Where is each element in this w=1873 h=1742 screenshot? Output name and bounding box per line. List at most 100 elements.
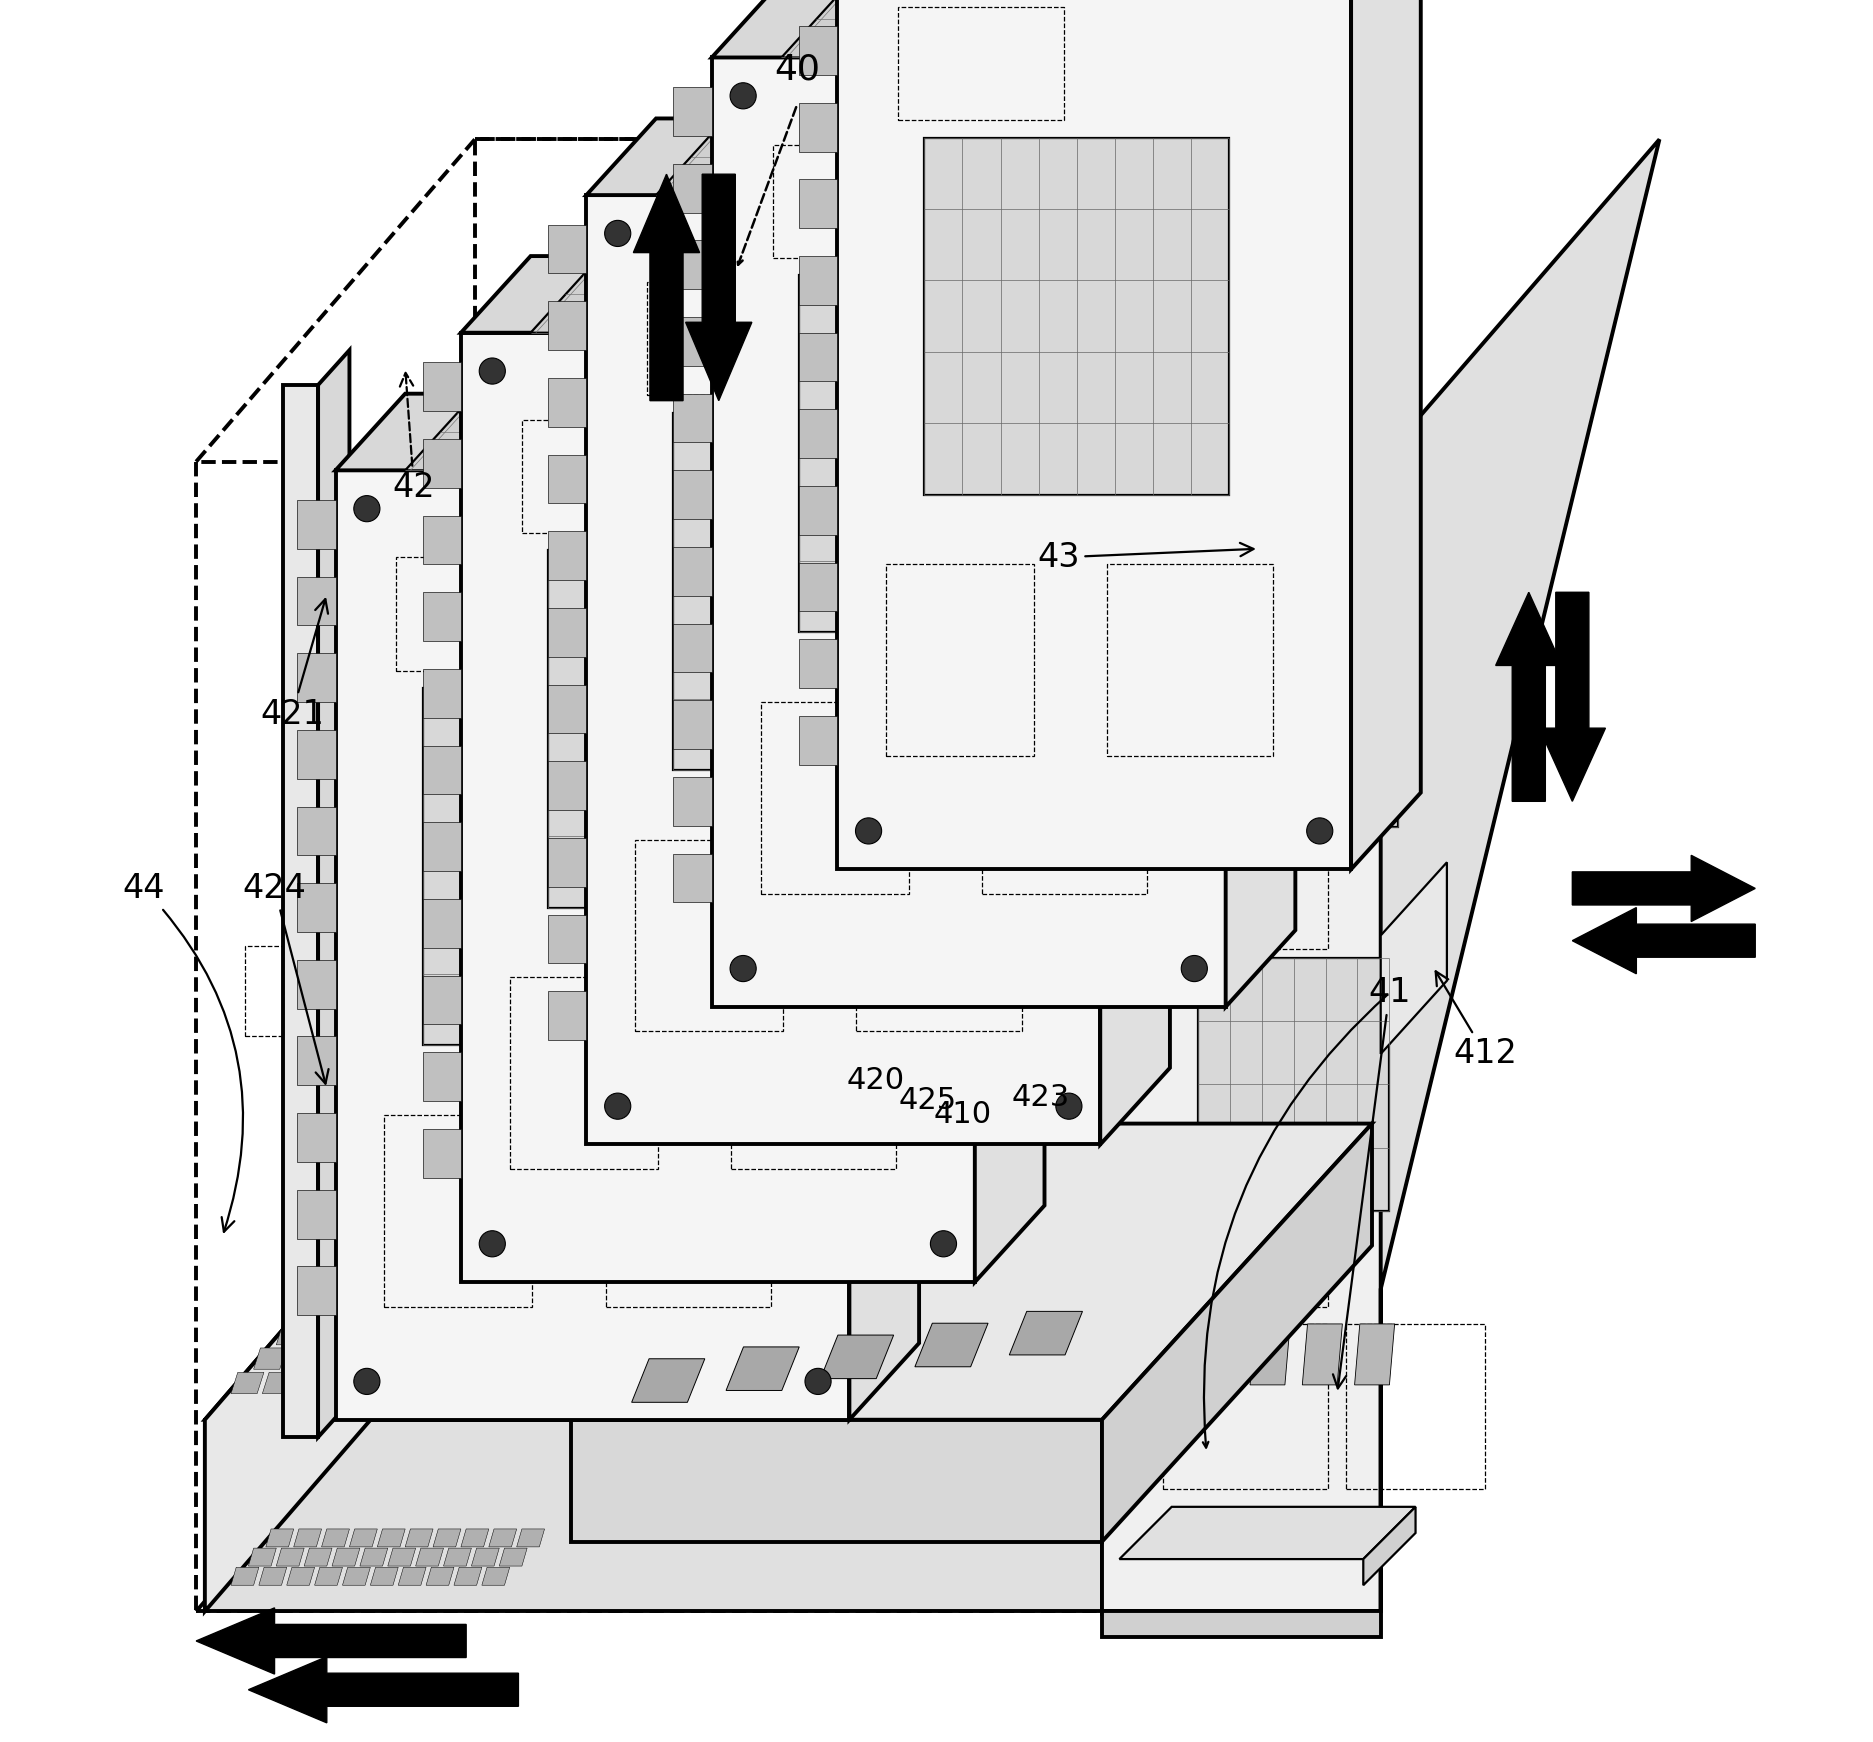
Polygon shape [536,1348,569,1369]
Polygon shape [371,1568,399,1585]
Polygon shape [837,1305,871,1326]
Polygon shape [573,1275,605,1296]
Polygon shape [1099,118,1171,1144]
Polygon shape [410,1348,444,1369]
Polygon shape [399,1568,425,1585]
Polygon shape [612,1300,646,1320]
Polygon shape [712,0,1296,57]
Polygon shape [1380,862,1448,1054]
FancyArrow shape [633,174,701,401]
Polygon shape [644,1300,676,1320]
Polygon shape [800,103,837,152]
Polygon shape [998,1232,1032,1252]
Polygon shape [1120,1507,1416,1559]
Polygon shape [461,1529,489,1547]
Text: 412: 412 [1437,972,1517,1070]
Polygon shape [800,179,837,228]
Polygon shape [335,394,920,470]
Bar [605,1115,772,1306]
Polygon shape [423,592,461,641]
Polygon shape [789,1256,822,1277]
Polygon shape [581,1300,614,1320]
Polygon shape [800,486,837,535]
FancyArrow shape [1571,908,1755,974]
Bar [760,702,908,894]
Polygon shape [461,333,974,1282]
Polygon shape [1101,1124,1373,1542]
Polygon shape [204,1420,1101,1611]
FancyArrow shape [197,1608,466,1674]
Bar [1146,488,1397,827]
Polygon shape [779,1232,813,1252]
Polygon shape [882,1256,916,1277]
Polygon shape [968,1232,1000,1252]
Polygon shape [775,1305,807,1326]
Polygon shape [472,1549,500,1566]
Polygon shape [820,1334,893,1378]
Polygon shape [674,317,712,366]
Polygon shape [712,57,1225,1007]
Polygon shape [800,639,837,688]
FancyArrow shape [1497,592,1562,801]
Polygon shape [727,1347,800,1390]
Polygon shape [721,1329,753,1350]
Polygon shape [674,87,712,136]
Polygon shape [1354,1324,1395,1385]
Bar [1163,1324,1328,1489]
Polygon shape [549,225,586,273]
Polygon shape [766,1280,798,1301]
Polygon shape [674,1300,708,1320]
Polygon shape [652,1324,686,1345]
Polygon shape [448,1275,479,1296]
Bar [423,688,727,1045]
Polygon shape [820,1256,852,1277]
Polygon shape [571,1420,1101,1542]
Polygon shape [204,1097,1380,1420]
Circle shape [805,496,832,523]
Bar [981,702,1148,894]
Polygon shape [976,1256,1010,1277]
Bar [674,413,978,770]
Bar [923,138,1229,495]
Polygon shape [509,1275,543,1296]
Polygon shape [487,1300,521,1320]
Polygon shape [805,1305,839,1326]
Polygon shape [875,1232,907,1252]
Polygon shape [1010,1312,1083,1355]
Polygon shape [1364,1507,1416,1585]
Polygon shape [315,1568,343,1585]
Polygon shape [800,333,837,381]
Polygon shape [757,1256,790,1277]
Polygon shape [631,1359,704,1402]
Circle shape [1056,221,1083,247]
Circle shape [931,1230,957,1258]
Circle shape [1307,817,1334,845]
Polygon shape [230,1373,264,1394]
Polygon shape [303,1549,332,1566]
Polygon shape [744,1305,775,1326]
Polygon shape [517,1529,545,1547]
Polygon shape [423,669,461,718]
Polygon shape [277,1324,309,1345]
Polygon shape [425,1300,457,1320]
Polygon shape [326,1373,358,1394]
Polygon shape [1380,139,1659,1611]
Polygon shape [914,1256,946,1277]
Polygon shape [699,1275,730,1296]
Polygon shape [674,700,712,749]
Bar [635,840,783,1031]
Circle shape [1056,1094,1083,1120]
Bar [1107,564,1274,756]
Polygon shape [828,1280,862,1301]
Polygon shape [905,1232,938,1252]
Polygon shape [607,1373,641,1394]
Polygon shape [298,730,335,779]
Polygon shape [465,1324,498,1345]
Polygon shape [401,1324,435,1345]
Polygon shape [500,1549,526,1566]
Polygon shape [1199,1324,1238,1385]
Polygon shape [586,195,1099,1144]
Polygon shape [393,1300,425,1320]
Text: 41: 41 [1334,977,1410,1388]
Bar [397,557,562,671]
